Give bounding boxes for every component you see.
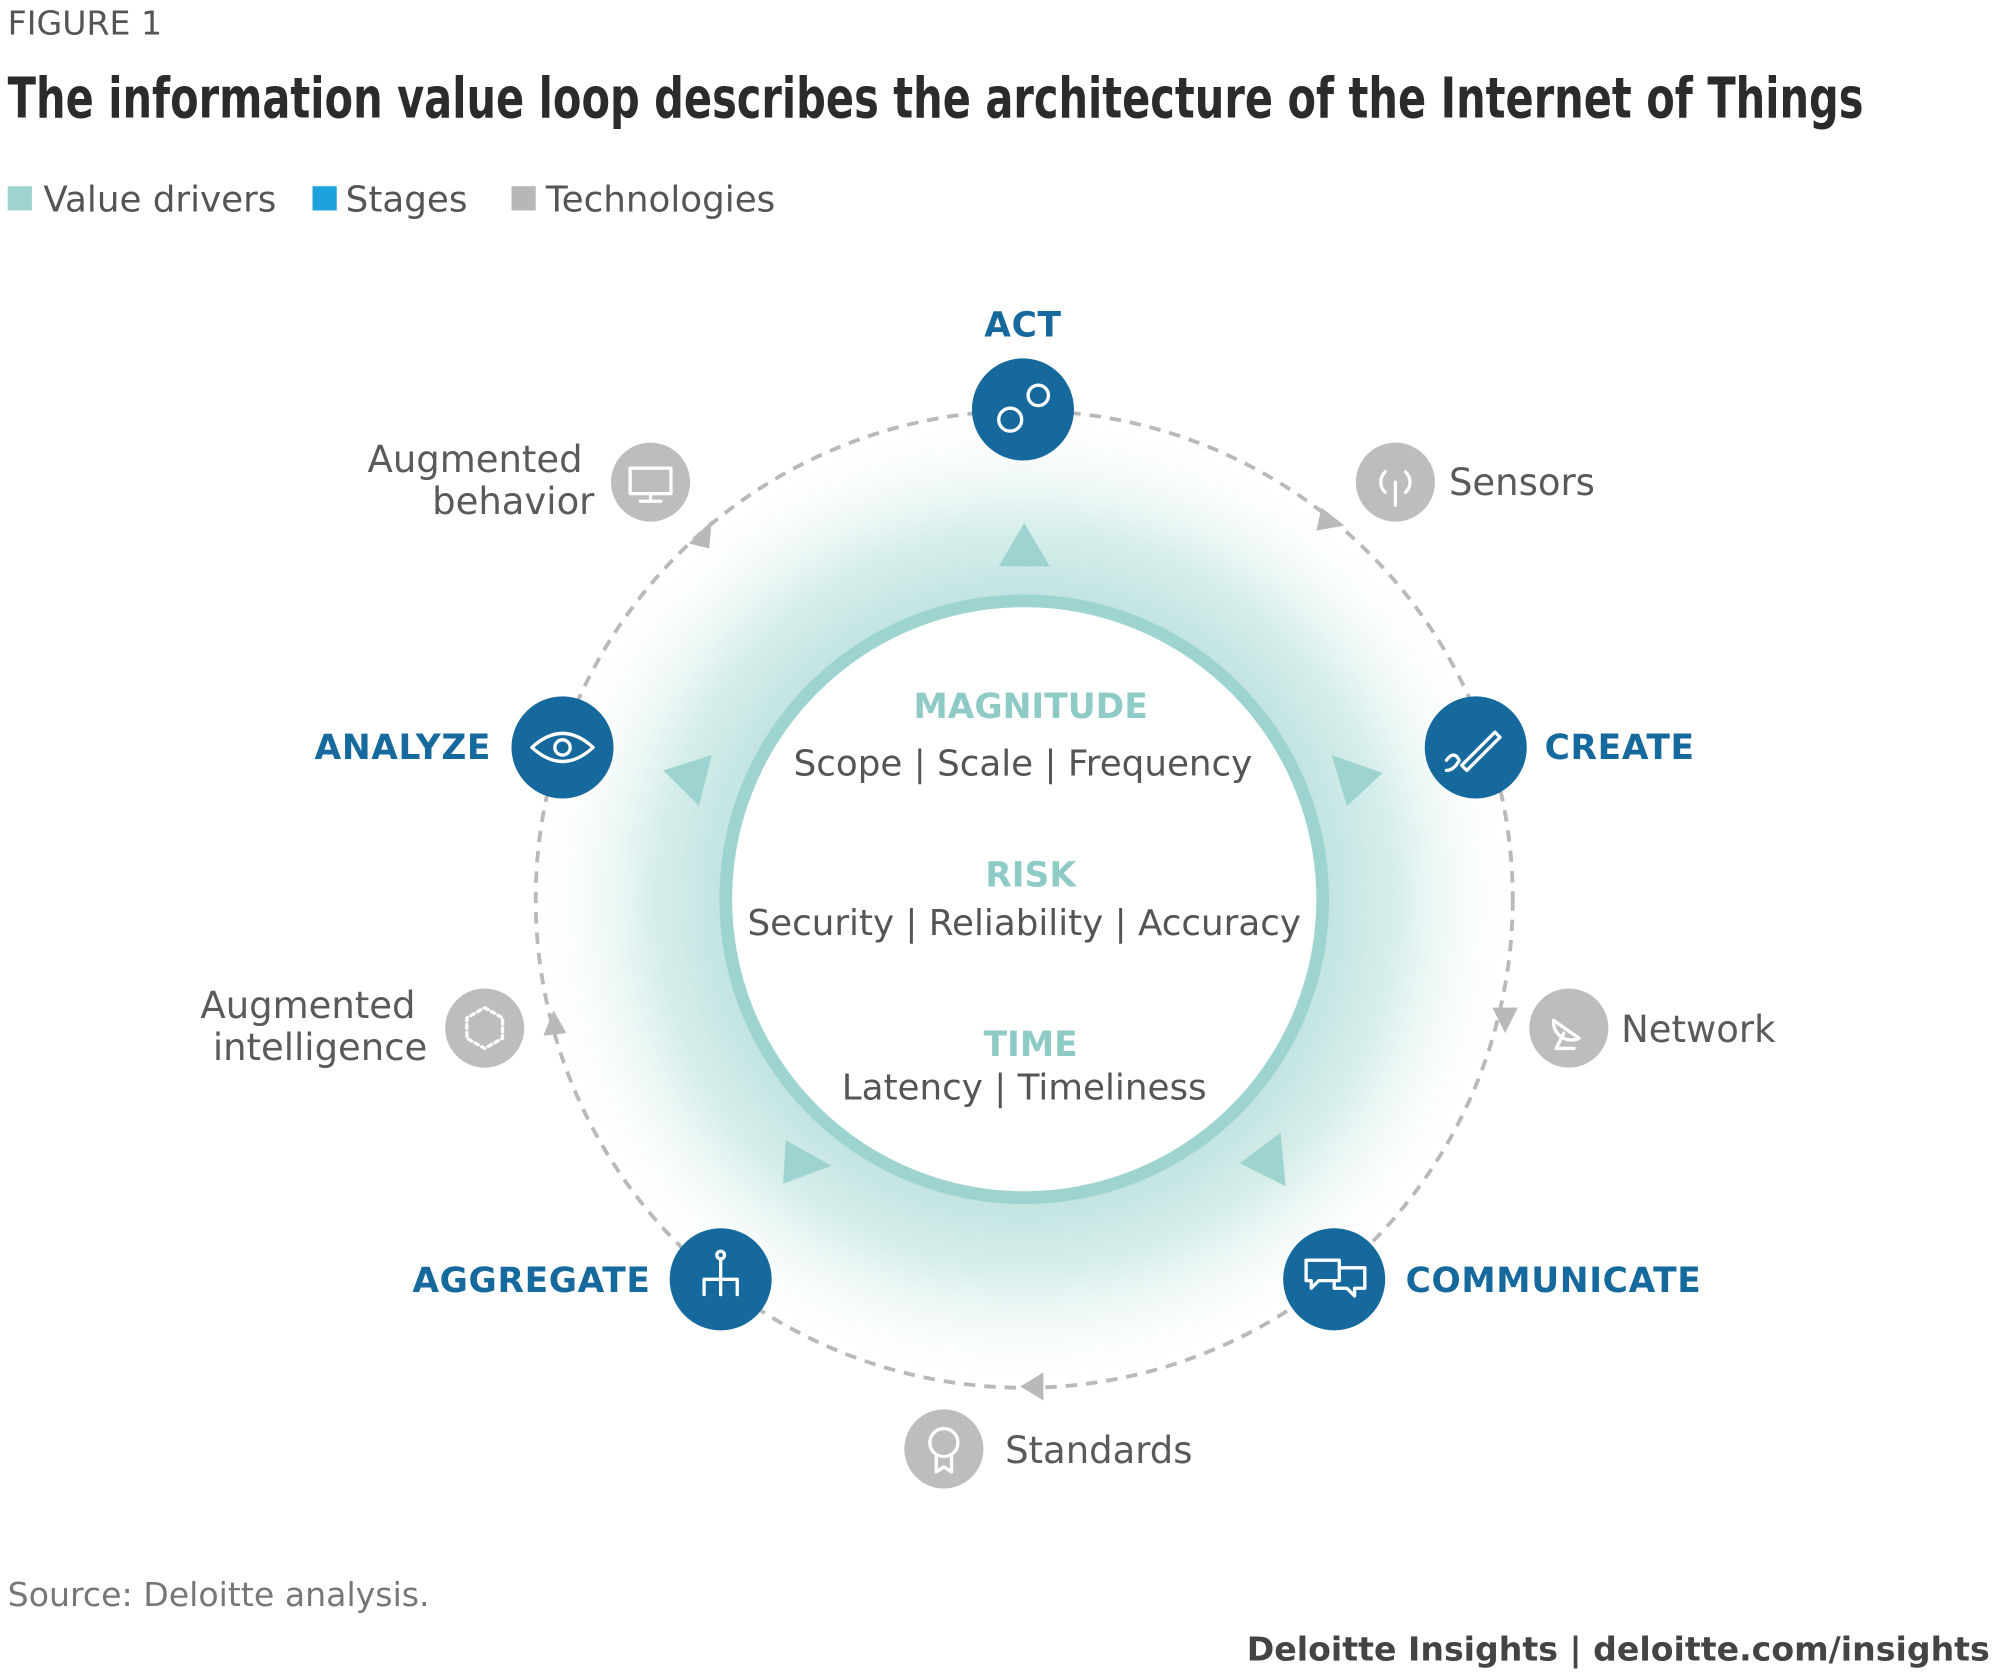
badge-icon — [934, 1454, 954, 1474]
stage-label: ANALYZE — [315, 728, 492, 768]
title: The information value loop describes the… — [8, 66, 1864, 131]
cube-icon — [465, 1005, 505, 1051]
stage-circle — [511, 696, 614, 799]
brush-icon — [1444, 730, 1502, 773]
stage-label: AGGREGATE — [412, 1261, 650, 1301]
value-driver-name: RISK — [985, 855, 1077, 895]
flow-arrow — [783, 1140, 832, 1184]
tech-label: Augmented intelligence — [200, 984, 427, 1069]
monitor-icon — [628, 466, 673, 503]
legend-label: Value drivers — [43, 180, 276, 221]
stage-circle — [971, 358, 1074, 461]
technology: Sensors — [1355, 442, 1595, 522]
tech-label-line: Augmented — [368, 438, 583, 481]
dish-icon — [1551, 1018, 1581, 1051]
value-driver-name: MAGNITUDE — [913, 687, 1147, 727]
hierarchy-icon — [702, 1257, 739, 1297]
tech-label: Sensors — [1449, 461, 1595, 504]
value-driver-items: Security | Reliability | Accuracy — [747, 903, 1301, 944]
credit: Deloitte Insights | deloitte.com/insight… — [1247, 1630, 1990, 1669]
tech-label-line: behavior — [432, 480, 595, 523]
stage: ACT — [971, 306, 1074, 461]
technology: Augmented intelligence — [200, 984, 525, 1069]
tech-label: Standards — [1005, 1429, 1192, 1472]
inner-ring — [719, 594, 1330, 1205]
stage-label: CREATE — [1545, 728, 1695, 768]
stage-circle — [1424, 696, 1527, 799]
flow-arrow — [998, 522, 1050, 567]
tech-circle — [610, 442, 691, 522]
flow-arrow — [1331, 755, 1383, 807]
tech-label-line: intelligence — [213, 1026, 427, 1069]
value-driver-name: TIME — [984, 1025, 1078, 1065]
loop-arrow — [543, 1010, 567, 1036]
legend-swatch — [511, 186, 536, 211]
tech-circle — [445, 988, 525, 1068]
tech-label: Augmented behavior — [368, 438, 596, 523]
sensor-icon — [1379, 470, 1412, 507]
stage-label: ACT — [984, 306, 1061, 346]
eye-icon — [530, 731, 595, 763]
chat-icon — [1304, 1258, 1367, 1298]
gear-icon — [997, 406, 1024, 433]
loop-arrows — [543, 507, 1518, 1401]
flow-arrow — [1239, 1132, 1286, 1187]
flow-arrows — [663, 522, 1383, 1187]
tech-label-line: Augmented — [200, 984, 415, 1027]
legend-label: Stages — [346, 180, 468, 221]
figure-label: FIGURE 1 — [8, 3, 162, 42]
legend-swatch — [7, 186, 32, 211]
technology: Standards — [904, 1409, 1193, 1489]
stage-label: COMMUNICATE — [1406, 1261, 1702, 1301]
loop-arrow — [1020, 1372, 1044, 1401]
stage: AGGREGATE — [412, 1228, 772, 1331]
source: Source: Deloitte analysis. — [8, 1575, 430, 1614]
badge-icon — [928, 1426, 960, 1459]
stage: COMMUNICATE — [1283, 1228, 1702, 1331]
technology: Augmented behavior — [368, 438, 691, 523]
loop-arrow — [688, 520, 712, 549]
eye-icon — [553, 738, 572, 757]
tech-circle — [1529, 988, 1609, 1068]
loop-arrow — [1316, 507, 1345, 531]
tech-label: Network — [1621, 1008, 1776, 1051]
legend: Value drivers Stages Technologies — [7, 180, 775, 221]
outer-loop — [533, 408, 1515, 1390]
tech-circle — [904, 1409, 984, 1489]
stage: ANALYZE — [315, 696, 614, 799]
value-driver-items: Latency | Timeliness — [842, 1067, 1207, 1108]
stage: CREATE — [1424, 696, 1695, 799]
gear-icon — [1026, 383, 1051, 408]
value-driver-items: Scope | Scale | Frequency — [794, 744, 1253, 785]
legend-swatch — [312, 186, 337, 211]
hierarchy-icon — [715, 1249, 727, 1261]
technology: Network — [1529, 988, 1776, 1068]
loop-arrow — [1492, 1007, 1518, 1034]
flow-arrow — [663, 755, 712, 807]
legend-label: Technologies — [545, 180, 775, 221]
